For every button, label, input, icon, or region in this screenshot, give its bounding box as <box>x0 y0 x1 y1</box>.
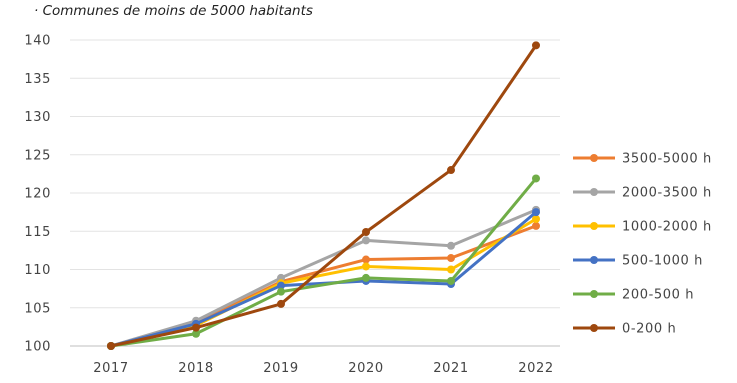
legend-swatch-marker <box>590 290 598 298</box>
x-tick-label: 2020 <box>348 361 383 376</box>
x-tick-label: 2017 <box>93 361 128 376</box>
data-point <box>447 265 455 274</box>
data-point <box>277 299 285 308</box>
x-tick-label: 2018 <box>178 361 213 376</box>
data-point <box>107 342 115 350</box>
y-tick-label: 140 <box>24 34 51 49</box>
data-point <box>277 281 285 290</box>
chart-title: · Communes de moins de 5000 habitants <box>34 3 313 19</box>
data-point <box>362 273 370 282</box>
y-tick-label: 135 <box>24 72 51 87</box>
data-point <box>532 41 540 50</box>
gridlines <box>70 39 560 347</box>
data-point <box>532 221 540 230</box>
data-point <box>532 208 540 217</box>
series-line <box>110 44 538 348</box>
legend-label: 200-500 h <box>622 288 694 303</box>
y-tick-label: 100 <box>24 340 51 355</box>
series-lines <box>107 41 540 350</box>
legend-item: 1000-2000 h <box>573 220 712 235</box>
data-point <box>362 228 370 237</box>
series-0-200-h <box>107 41 540 350</box>
legend-item: 3500-5000 h <box>573 152 712 167</box>
y-axis-ticks: 100 105 110 115 120 125 130 135 140 <box>24 34 51 355</box>
legend-swatch-marker <box>590 222 598 230</box>
series-2000-3500-h <box>107 205 540 350</box>
x-axis-ticks: 2017 2018 2019 2020 2021 2022 <box>93 361 553 376</box>
legend-swatch-marker <box>590 324 598 332</box>
legend-label: 500-1000 h <box>622 254 703 269</box>
y-tick-label: 130 <box>24 110 51 125</box>
data-point <box>447 254 455 263</box>
legend-item: 500-1000 h <box>573 254 703 269</box>
legend-item: 2000-3500 h <box>573 186 712 201</box>
data-point <box>362 255 370 264</box>
series-line <box>110 210 537 348</box>
legend-item: 200-500 h <box>573 288 694 303</box>
legend-swatch-marker <box>590 256 598 264</box>
data-point <box>277 287 285 296</box>
series-500-1000-h <box>107 208 540 350</box>
legend-label: 2000-3500 h <box>622 186 712 201</box>
data-point <box>362 262 370 271</box>
data-point <box>362 236 370 245</box>
series-line <box>110 177 538 348</box>
data-point <box>532 215 540 224</box>
y-tick-label: 120 <box>24 187 51 202</box>
y-tick-label: 105 <box>24 301 51 316</box>
legend-swatch-marker <box>590 188 598 196</box>
legend-item: 0-200 h <box>573 322 676 337</box>
data-point <box>447 166 455 175</box>
x-tick-label: 2021 <box>433 361 468 376</box>
legend-label: 0-200 h <box>622 322 676 337</box>
data-point <box>192 323 200 332</box>
data-point <box>447 276 455 285</box>
x-tick-label: 2019 <box>263 361 298 376</box>
y-tick-label: 115 <box>24 225 51 240</box>
y-tick-label: 110 <box>24 263 51 278</box>
legend-label: 3500-5000 h <box>622 152 712 167</box>
y-tick-label: 125 <box>24 148 51 163</box>
series-line <box>110 208 537 348</box>
data-point <box>532 174 540 183</box>
legend: 3500-5000 h 2000-3500 h 1000-2000 h 500-100… <box>573 152 712 337</box>
legend-swatch-marker <box>590 154 598 162</box>
data-point <box>447 241 455 250</box>
legend-label: 1000-2000 h <box>622 220 712 235</box>
x-tick-label: 2022 <box>518 361 553 376</box>
data-point <box>192 329 200 338</box>
